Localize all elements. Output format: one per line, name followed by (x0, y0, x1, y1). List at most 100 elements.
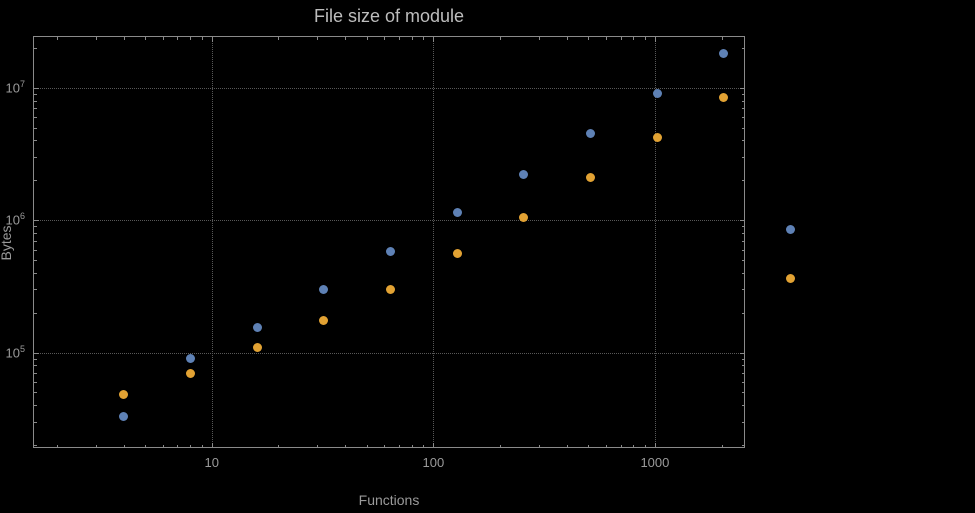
x-tick-mark (201, 37, 203, 40)
x-gridline (654, 36, 656, 448)
data-point-series-orange (252, 342, 262, 352)
y-tick-mark (34, 373, 37, 375)
x-tick-mark (177, 445, 179, 448)
y-tick-mark (34, 127, 37, 129)
y-tick-mark (742, 373, 745, 375)
y-tick-mark (34, 87, 39, 89)
y-axis-label: Bytes (0, 225, 14, 261)
data-point-series-blue (319, 284, 329, 294)
x-tick-mark (411, 37, 413, 40)
x-tick-mark (644, 37, 646, 40)
y-tick-mark (34, 352, 39, 354)
x-tick-mark (317, 37, 319, 40)
x-tick-mark (605, 445, 607, 448)
x-tick-mark (211, 37, 213, 42)
x-tick-mark (539, 445, 541, 448)
y-gridline (33, 220, 745, 222)
data-point-series-orange (786, 274, 796, 284)
x-tick-mark (423, 37, 425, 40)
x-tick-mark (566, 445, 568, 448)
y-tick-mark (742, 365, 745, 367)
y-tick-mark (742, 392, 745, 394)
x-tick-mark (633, 37, 635, 40)
y-tick-mark (742, 100, 745, 102)
x-tick-mark (190, 445, 192, 448)
y-gridline (33, 352, 745, 354)
y-tick-mark (34, 180, 37, 182)
x-tick-mark (399, 445, 401, 448)
y-tick-mark (34, 156, 37, 158)
y-tick-mark (740, 87, 745, 89)
data-point-series-orange (319, 315, 329, 325)
data-point-series-blue (586, 129, 595, 139)
x-gridline (211, 36, 213, 448)
x-tick-mark (433, 443, 435, 448)
x-tick-mark (721, 445, 723, 448)
y-tick-mark (34, 47, 37, 49)
y-tick-mark (34, 108, 37, 110)
x-tick-mark (588, 37, 590, 40)
y-tick-mark (34, 392, 37, 394)
x-tick-mark (620, 445, 622, 448)
x-tick-mark (539, 37, 541, 40)
data-point-series-orange (452, 248, 462, 258)
x-tick-mark (654, 443, 656, 448)
x-tick-mark (278, 37, 280, 40)
x-tick-mark (345, 445, 347, 448)
data-point-series-blue (719, 49, 729, 59)
y-tick-mark (742, 312, 745, 314)
x-tick-mark (384, 37, 386, 40)
y-tick-label: 106 (5, 211, 25, 228)
x-tick-mark (433, 37, 435, 42)
x-tick-mark (588, 445, 590, 448)
y-tick-mark (34, 358, 37, 360)
x-tick-mark (423, 445, 425, 448)
x-tick-mark (605, 37, 607, 40)
x-axis-label: Functions (358, 492, 420, 508)
y-tick-mark (34, 232, 37, 234)
y-tick-mark (34, 421, 37, 423)
y-tick-mark (34, 312, 37, 314)
x-tick-mark (411, 445, 413, 448)
y-tick-mark (740, 220, 745, 222)
x-tick-mark (278, 445, 280, 448)
x-tick-label: 10 (204, 455, 219, 470)
y-tick-mark (34, 240, 37, 242)
y-tick-mark (742, 140, 745, 142)
data-point-series-orange (652, 133, 662, 143)
x-tick-mark (145, 445, 147, 448)
y-tick-mark (742, 180, 745, 182)
y-tick-mark (742, 232, 745, 234)
x-tick-mark (366, 37, 368, 40)
data-point-series-blue (519, 170, 529, 180)
x-tick-mark (345, 37, 347, 40)
x-tick-mark (123, 445, 125, 448)
y-tick-mark (742, 358, 745, 360)
y-tick-mark (34, 117, 37, 119)
x-tick-label: 100 (422, 455, 445, 470)
x-tick-mark (384, 445, 386, 448)
x-tick-mark (177, 37, 179, 40)
y-tick-mark (742, 240, 745, 242)
x-tick-mark (95, 445, 97, 448)
x-tick-mark (366, 445, 368, 448)
y-tick-label: 107 (5, 78, 25, 96)
y-tick-mark (742, 226, 745, 228)
data-point-series-blue (119, 411, 129, 421)
x-tick-mark (633, 445, 635, 448)
x-tick-label: 1000 (640, 455, 670, 470)
y-tick-mark (742, 259, 745, 261)
y-tick-mark (34, 381, 37, 383)
y-tick-mark (34, 445, 37, 447)
y-tick-mark (34, 272, 37, 274)
y-tick-mark (742, 289, 745, 291)
x-tick-mark (211, 443, 213, 448)
data-point-series-orange (586, 172, 595, 182)
x-tick-mark (644, 445, 646, 448)
y-tick-mark (742, 249, 745, 251)
data-point-series-orange (119, 390, 129, 400)
y-tick-mark (34, 405, 37, 407)
y-tick-mark (742, 421, 745, 423)
x-tick-mark (721, 37, 723, 40)
x-tick-mark (620, 37, 622, 40)
